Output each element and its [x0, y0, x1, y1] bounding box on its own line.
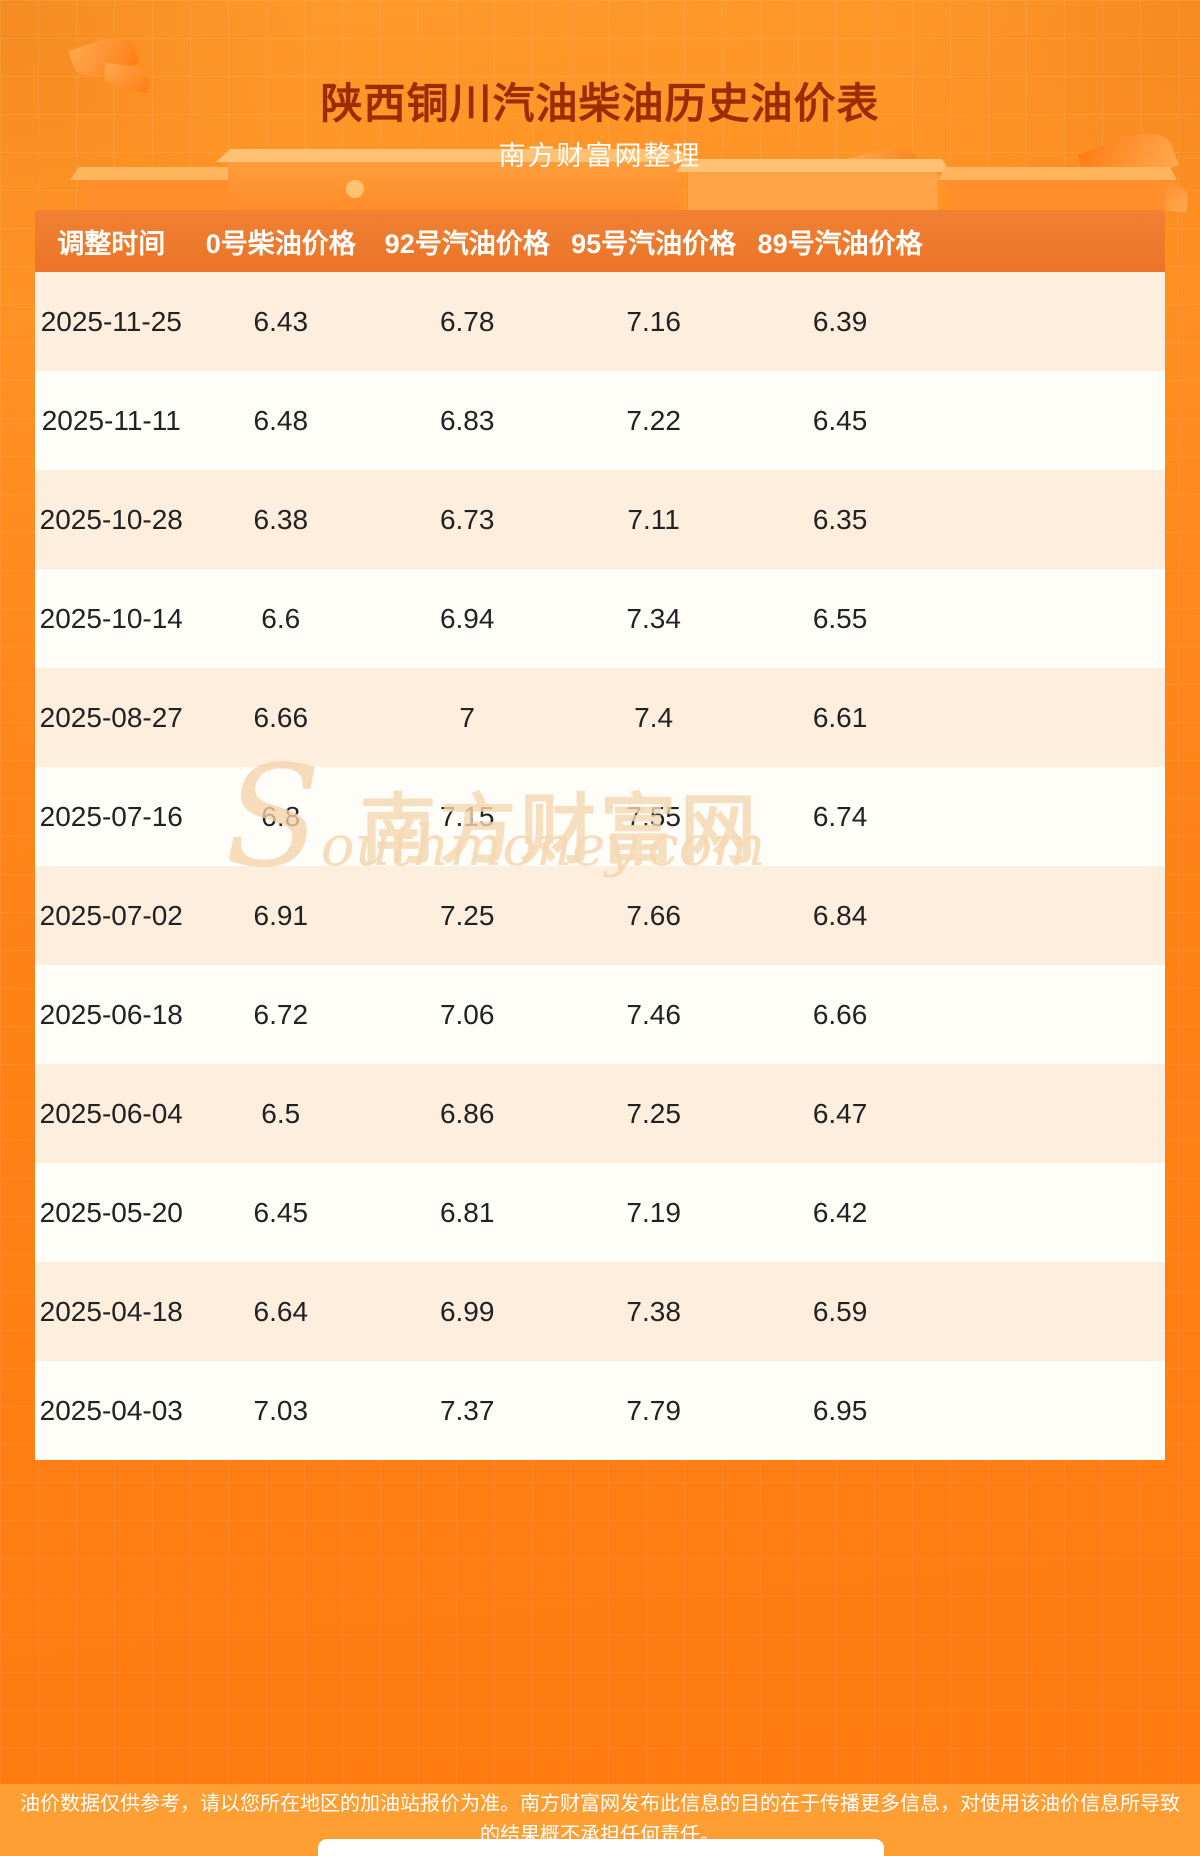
price-cell: 7.55: [626, 800, 681, 832]
date-cell: 2025-06-18: [39, 998, 183, 1030]
price-cell: 7.03: [253, 1394, 309, 1426]
price-cell: 6.43: [253, 305, 309, 337]
price-cell: 6.35: [812, 503, 868, 535]
price-cell: 7.06: [439, 998, 495, 1030]
date-cell: 2025-10-14: [39, 602, 183, 634]
table-row: 2025-06-18 6.72 7.06 7.46 6.66: [35, 965, 1165, 1064]
price-cell: 6.6: [261, 602, 301, 634]
column-header-4: 89号汽油价格: [757, 228, 923, 259]
column-header-0: 调整时间: [57, 228, 166, 259]
date-cell: 2025-06-04: [39, 1097, 183, 1129]
price-cell: 7.15: [439, 800, 495, 832]
date-cell: 2025-04-03: [39, 1394, 183, 1426]
price-cell: 7.46: [626, 998, 681, 1030]
price-cell: 7.25: [626, 1097, 681, 1129]
podium-decoration: [228, 162, 680, 212]
column-header-1: 0号柴油价格: [205, 228, 356, 259]
price-cell: 6.83: [439, 404, 495, 436]
price-cell: 7.25: [439, 899, 495, 931]
price-cell: 7.37: [439, 1394, 495, 1426]
date-cell: 2025-05-20: [39, 1196, 183, 1228]
price-cell: 6.81: [439, 1196, 495, 1228]
table-row: 2025-11-25 6.43 6.78 7.16 6.39: [35, 272, 1165, 371]
price-cell: 7.79: [626, 1394, 681, 1426]
price-cell: 6.94: [439, 602, 495, 634]
date-cell: 2025-08-27: [39, 701, 183, 733]
date-cell: 2025-11-11: [41, 404, 181, 436]
price-cell: 7.66: [626, 899, 681, 931]
price-cell: 7.38: [626, 1295, 681, 1327]
price-cell: 7: [459, 701, 475, 733]
page-subtitle: 南方财富网整理: [498, 141, 702, 171]
price-cell: 6.84: [812, 899, 868, 931]
price-cell: 6.55: [812, 602, 868, 634]
table-row: 2025-10-14 6.6 6.94 7.34 6.55: [35, 569, 1165, 668]
table-row: 2025-05-20 6.45 6.81 7.19 6.42: [35, 1163, 1165, 1262]
table-header-row: 调整时间 0号柴油价格 92号汽油价格 95号汽油价格 89号汽油价格: [35, 210, 1165, 272]
price-cell: 6.45: [253, 1196, 309, 1228]
table-body: 2025-11-25 6.43 6.78 7.16 6.39 2025-11-11 6.48…: [35, 272, 1165, 1460]
price-cell: 7.11: [627, 503, 680, 535]
price-cell: 6.5: [261, 1097, 301, 1129]
table-row: 2025-07-02 6.91 7.25 7.66 6.84: [35, 866, 1165, 965]
table-row: 2025-04-18 6.64 6.99 7.38 6.59: [35, 1262, 1165, 1361]
price-cell: 6.95: [812, 1394, 868, 1426]
column-header-2: 92号汽油价格: [384, 228, 550, 259]
price-cell: 6.59: [812, 1295, 868, 1327]
table-row: 2025-06-04 6.5 6.86 7.25 6.47: [35, 1064, 1165, 1163]
price-cell: 6.86: [439, 1097, 495, 1129]
table-row: 2025-04-03 7.03 7.37 7.79 6.95: [35, 1361, 1165, 1460]
price-cell: 6.74: [812, 800, 868, 832]
price-cell: 6.61: [812, 701, 868, 733]
table-row: 2025-07-16 6.8 7.15 7.55 6.74: [35, 767, 1165, 866]
price-cell: 6.66: [253, 701, 309, 733]
table-row: 2025-10-28 6.38 6.73 7.11 6.35: [35, 470, 1165, 569]
podium-decoration: [688, 172, 938, 212]
date-cell: 2025-11-25: [40, 305, 182, 337]
price-cell: 7.34: [626, 602, 681, 634]
price-cell: 6.8: [261, 800, 301, 832]
date-cell: 2025-07-16: [39, 800, 183, 832]
date-cell: 2025-07-02: [39, 899, 183, 931]
price-cell: 7.19: [626, 1196, 681, 1228]
price-cell: 6.99: [439, 1295, 495, 1327]
table-row: 2025-08-27 6.66 7 7.4 6.61: [35, 668, 1165, 767]
price-cell: 6.48: [253, 404, 309, 436]
price-cell: 6.42: [812, 1196, 868, 1228]
date-cell: 2025-10-28: [39, 503, 183, 535]
page-title: 陕西铜川汽油柴油历史油价表: [320, 80, 880, 128]
price-cell: 6.91: [253, 899, 309, 931]
price-cell: 7.16: [626, 305, 681, 337]
date-cell: 2025-04-18: [39, 1295, 183, 1327]
bottom-white-bar: [318, 1839, 884, 1856]
price-cell: 6.45: [812, 404, 868, 436]
price-cell: 6.38: [253, 503, 309, 535]
price-cell: 6.64: [253, 1295, 309, 1327]
coin-decoration: [346, 180, 364, 198]
price-cell: 7.4: [634, 701, 674, 733]
table-row: 2025-11-11 6.48 6.83 7.22 6.45: [35, 371, 1165, 470]
price-cell: 6.78: [439, 305, 495, 337]
column-header-3: 95号汽油价格: [571, 228, 737, 259]
price-cell: 6.39: [812, 305, 868, 337]
price-cell: 7.22: [626, 404, 681, 436]
price-cell: 6.47: [812, 1097, 868, 1129]
price-cell: 6.72: [253, 998, 309, 1030]
price-cell: 6.73: [439, 503, 495, 535]
podium-decoration: [950, 180, 1165, 212]
oil-price-table: 调整时间 0号柴油价格 92号汽油价格 95号汽油价格 89号汽油价格 2025-11-…: [35, 210, 1165, 1460]
price-cell: 6.66: [812, 998, 868, 1030]
